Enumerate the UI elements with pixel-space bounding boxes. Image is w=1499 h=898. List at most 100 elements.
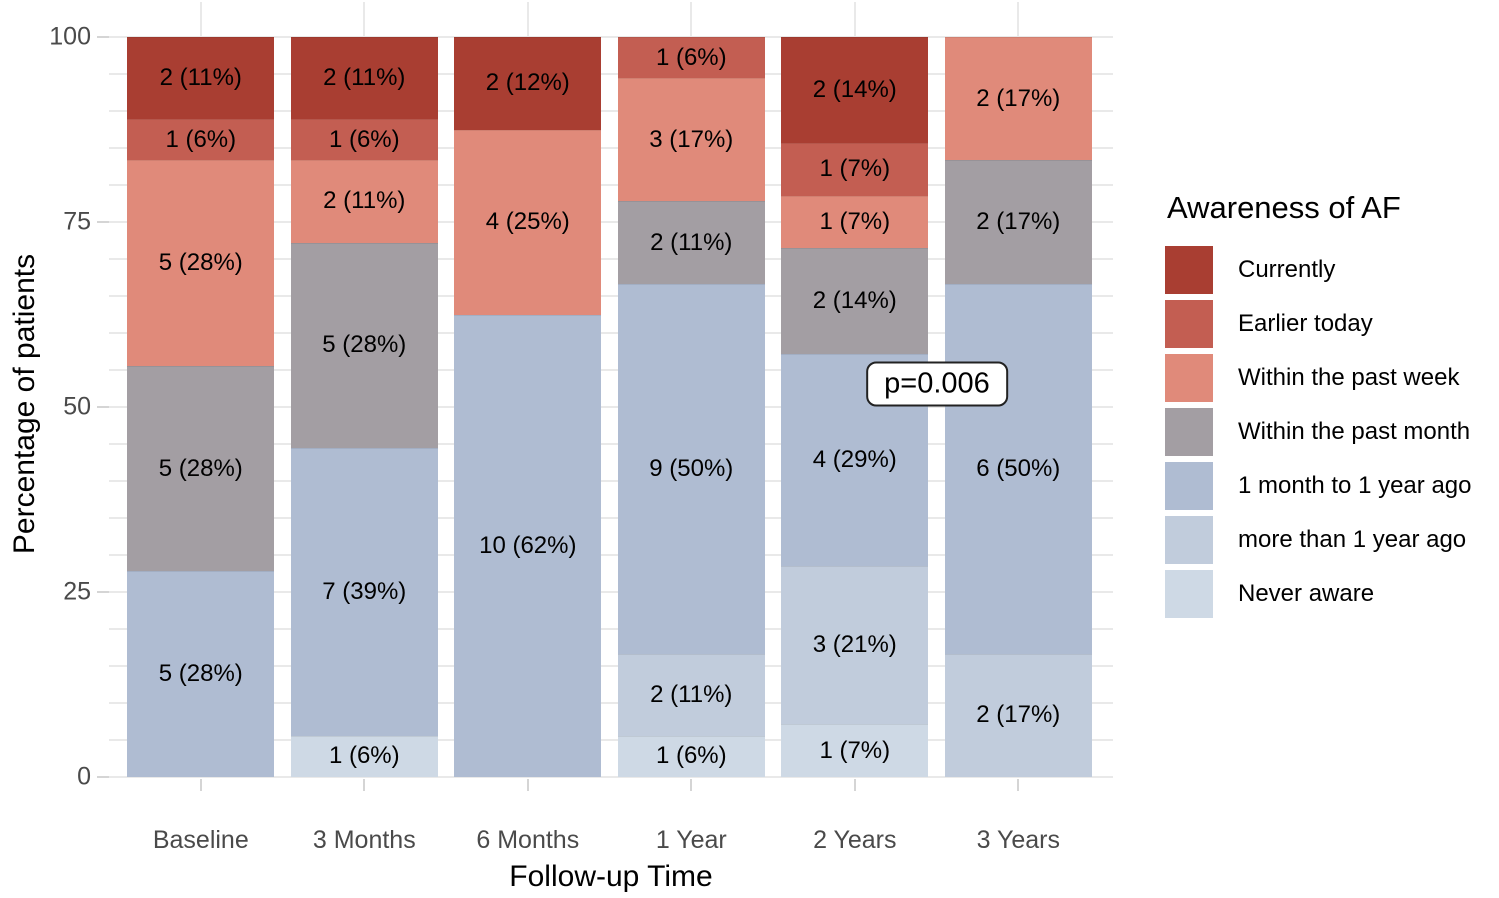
legend-label: Within the past week (1238, 364, 1460, 391)
h-gridline (109, 406, 1113, 408)
bar-segment-label: 1 (7%) (819, 155, 891, 183)
h-gridline (109, 739, 1113, 741)
bar-segment-label: 5 (28%) (158, 660, 243, 688)
bar-segment (944, 37, 1092, 161)
h-gridline (109, 258, 1113, 260)
x-tick-label: 1 Year (655, 826, 727, 854)
x-axis-title: Follow-up Time (509, 860, 713, 893)
bar-segment (944, 160, 1092, 284)
bar-segment-label: 2 (14%) (812, 287, 897, 315)
bar-segment-label: 3 (17%) (649, 125, 734, 153)
legend-swatch (1165, 354, 1213, 402)
x-tick-label: 3 Months (312, 826, 416, 854)
legend-item: Earlier today (1165, 300, 1471, 348)
legend-item: Within the past month (1165, 408, 1471, 456)
h-gridline (109, 73, 1113, 75)
h-gridline (109, 295, 1113, 297)
bar-segment-label: 6 (50%) (976, 454, 1061, 482)
x-tick-label: 3 Years (976, 826, 1060, 854)
h-gridline (109, 517, 1113, 519)
x-tick-label: 2 Years (813, 826, 897, 854)
h-gridline (109, 554, 1113, 556)
bar-segment (127, 571, 275, 777)
legend-item: more than 1 year ago (1165, 516, 1471, 564)
bar-segment-label: 2 (11%) (323, 187, 406, 215)
y-tick-label: 25 (63, 577, 91, 606)
legend-item: Within the past week (1165, 354, 1471, 402)
bar-segment (290, 242, 438, 449)
bar-segment (617, 201, 765, 284)
bar-segment-label: 1 (7%) (819, 208, 891, 235)
y-axis-title: Percentage of patients (8, 253, 41, 555)
h-gridline (109, 184, 1113, 186)
h-gridline (109, 702, 1113, 704)
h-gridline (109, 628, 1113, 630)
x-tick-label: 6 Months (476, 826, 580, 854)
bar-segment (290, 160, 438, 243)
y-axis-tick (97, 36, 109, 38)
x-axis-tick (199, 779, 202, 791)
y-axis-tick (97, 221, 109, 223)
h-gridline (109, 443, 1113, 445)
bar-segment (617, 735, 765, 777)
y-axis-tick (97, 406, 109, 408)
bar-segment-label: 1 (6%) (328, 742, 400, 770)
bar-segment-label: 2 (17%) (976, 208, 1061, 235)
bar-segment (454, 314, 602, 777)
h-gridline (109, 369, 1113, 371)
bar-segment (290, 448, 438, 736)
bar-segment-label: 5 (28%) (158, 454, 243, 482)
bar-segment-label: 2 (11%) (323, 64, 406, 92)
x-axis-tick (1017, 779, 1020, 791)
legend-label: 1 month to 1 year ago (1238, 472, 1472, 499)
legend-label: Currently (1238, 256, 1336, 283)
bar-segment-label: 9 (50%) (649, 454, 734, 482)
bar-segment-label: 3 (21%) (812, 630, 897, 658)
h-gridline (109, 332, 1113, 334)
y-tick-label: 100 (49, 22, 91, 51)
h-gridline (109, 665, 1113, 667)
bar-segment (454, 129, 602, 315)
h-gridline (109, 591, 1113, 593)
bar-segment-label: 2 (12%) (485, 69, 570, 97)
bar-segment (127, 365, 275, 572)
y-tick-label: 50 (63, 392, 91, 421)
bar-segment (617, 653, 765, 736)
bar-segment-label: 1 (6%) (655, 43, 727, 71)
legend-swatch (1165, 300, 1213, 348)
bar-segment (290, 37, 438, 120)
y-axis-tick (97, 591, 109, 593)
bar-segment (127, 119, 275, 161)
x-axis-tick (853, 779, 856, 791)
bar-segment-label: 1 (6%) (655, 742, 727, 770)
bar-segment-label: 2 (11%) (650, 228, 733, 256)
h-gridline (109, 480, 1113, 482)
legend-swatch (1165, 570, 1213, 618)
bar-segment (617, 78, 765, 202)
legend-item: Never aware (1165, 570, 1471, 618)
bar-segment-label: 10 (62%) (479, 531, 577, 559)
bar-segment (781, 195, 929, 249)
bar-segment (290, 735, 438, 777)
legend-swatch (1165, 516, 1213, 564)
legend-label: Earlier today (1238, 310, 1373, 337)
bar-segment-label: 1 (6%) (165, 125, 237, 153)
bar-segment (781, 724, 929, 777)
x-axis-tick (363, 779, 366, 791)
legend-items: Currently Earlier today Within the past we… (1165, 246, 1471, 618)
bar-segment-label: 2 (11%) (650, 680, 733, 708)
bar-segment-label: 5 (28%) (158, 249, 243, 277)
legend-title: Awareness of AF (1167, 190, 1401, 225)
bar-segment (617, 283, 765, 654)
legend-swatch (1165, 408, 1213, 456)
bar-segment (944, 283, 1092, 654)
bar-segment-label: 5 (28%) (322, 331, 407, 359)
legend-swatch (1165, 246, 1213, 294)
bar-segment (781, 248, 929, 355)
legend-label: more than 1 year ago (1238, 526, 1467, 553)
y-tick-label: 0 (77, 762, 91, 791)
legend-swatch (1165, 462, 1213, 510)
bar-segment-label: 4 (25%) (485, 208, 570, 235)
bar-segment (127, 160, 275, 366)
